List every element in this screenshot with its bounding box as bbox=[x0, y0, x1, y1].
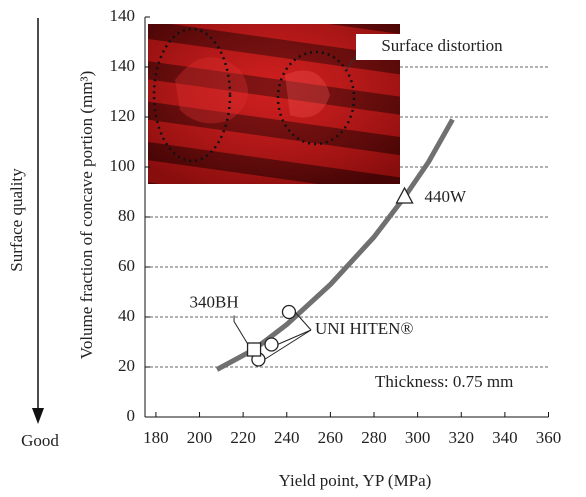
y-tick-label: 100 bbox=[110, 156, 136, 175]
series-label: 440W bbox=[425, 187, 468, 206]
y-tick-label: 120 bbox=[110, 106, 136, 125]
x-tick-label: 240 bbox=[274, 428, 300, 447]
series-label: 340BH bbox=[189, 292, 238, 311]
triangle-marker bbox=[395, 186, 414, 204]
circle-marker bbox=[281, 304, 297, 320]
x-tick-label: 180 bbox=[143, 428, 169, 447]
y-tick-label: 40 bbox=[118, 306, 135, 325]
inset-label: Surface distortion bbox=[381, 36, 503, 55]
good-label: Good bbox=[21, 431, 59, 450]
thickness-note: Thickness: 0.75 mm bbox=[375, 372, 513, 391]
dotted-ellipse bbox=[276, 50, 356, 146]
leader-line bbox=[277, 329, 312, 345]
leader-line bbox=[233, 315, 249, 345]
x-axis-title: Yield point, YP (MPa) bbox=[279, 471, 432, 490]
x-tick-label: 200 bbox=[187, 428, 213, 447]
y-tick-label: 140 bbox=[110, 6, 136, 25]
x-tick-label: 220 bbox=[230, 428, 256, 447]
dotted-ellipse bbox=[152, 27, 232, 163]
y-tick-label: 60 bbox=[118, 256, 135, 275]
label-bg bbox=[356, 34, 528, 60]
distortion bbox=[175, 57, 248, 124]
x-tick-label: 300 bbox=[405, 428, 431, 447]
y-tick-label: 80 bbox=[118, 206, 135, 225]
circle-marker bbox=[264, 337, 279, 352]
leader-line bbox=[264, 329, 312, 360]
x-tick-label: 320 bbox=[449, 428, 475, 447]
y-tick-label: 0 bbox=[127, 406, 136, 425]
arrow-head bbox=[32, 408, 44, 424]
y-tick-label: 20 bbox=[118, 356, 135, 375]
y-tick-label: 140 bbox=[110, 56, 136, 75]
square-marker bbox=[246, 342, 262, 357]
x-tick-label: 340 bbox=[492, 428, 518, 447]
inset-photo: Surface distortion bbox=[148, 24, 528, 184]
quality-label: Surface quality bbox=[7, 168, 26, 272]
distortion bbox=[285, 70, 330, 118]
y-axis-title: Volume fraction of concave portion (mm³) bbox=[77, 71, 96, 360]
x-tick-label: 280 bbox=[361, 428, 387, 447]
series-label: UNI HITEN® bbox=[315, 319, 413, 338]
x-tick-label: 260 bbox=[318, 428, 344, 447]
x-tick-label: 360 bbox=[536, 428, 562, 447]
leader-line bbox=[294, 311, 312, 331]
